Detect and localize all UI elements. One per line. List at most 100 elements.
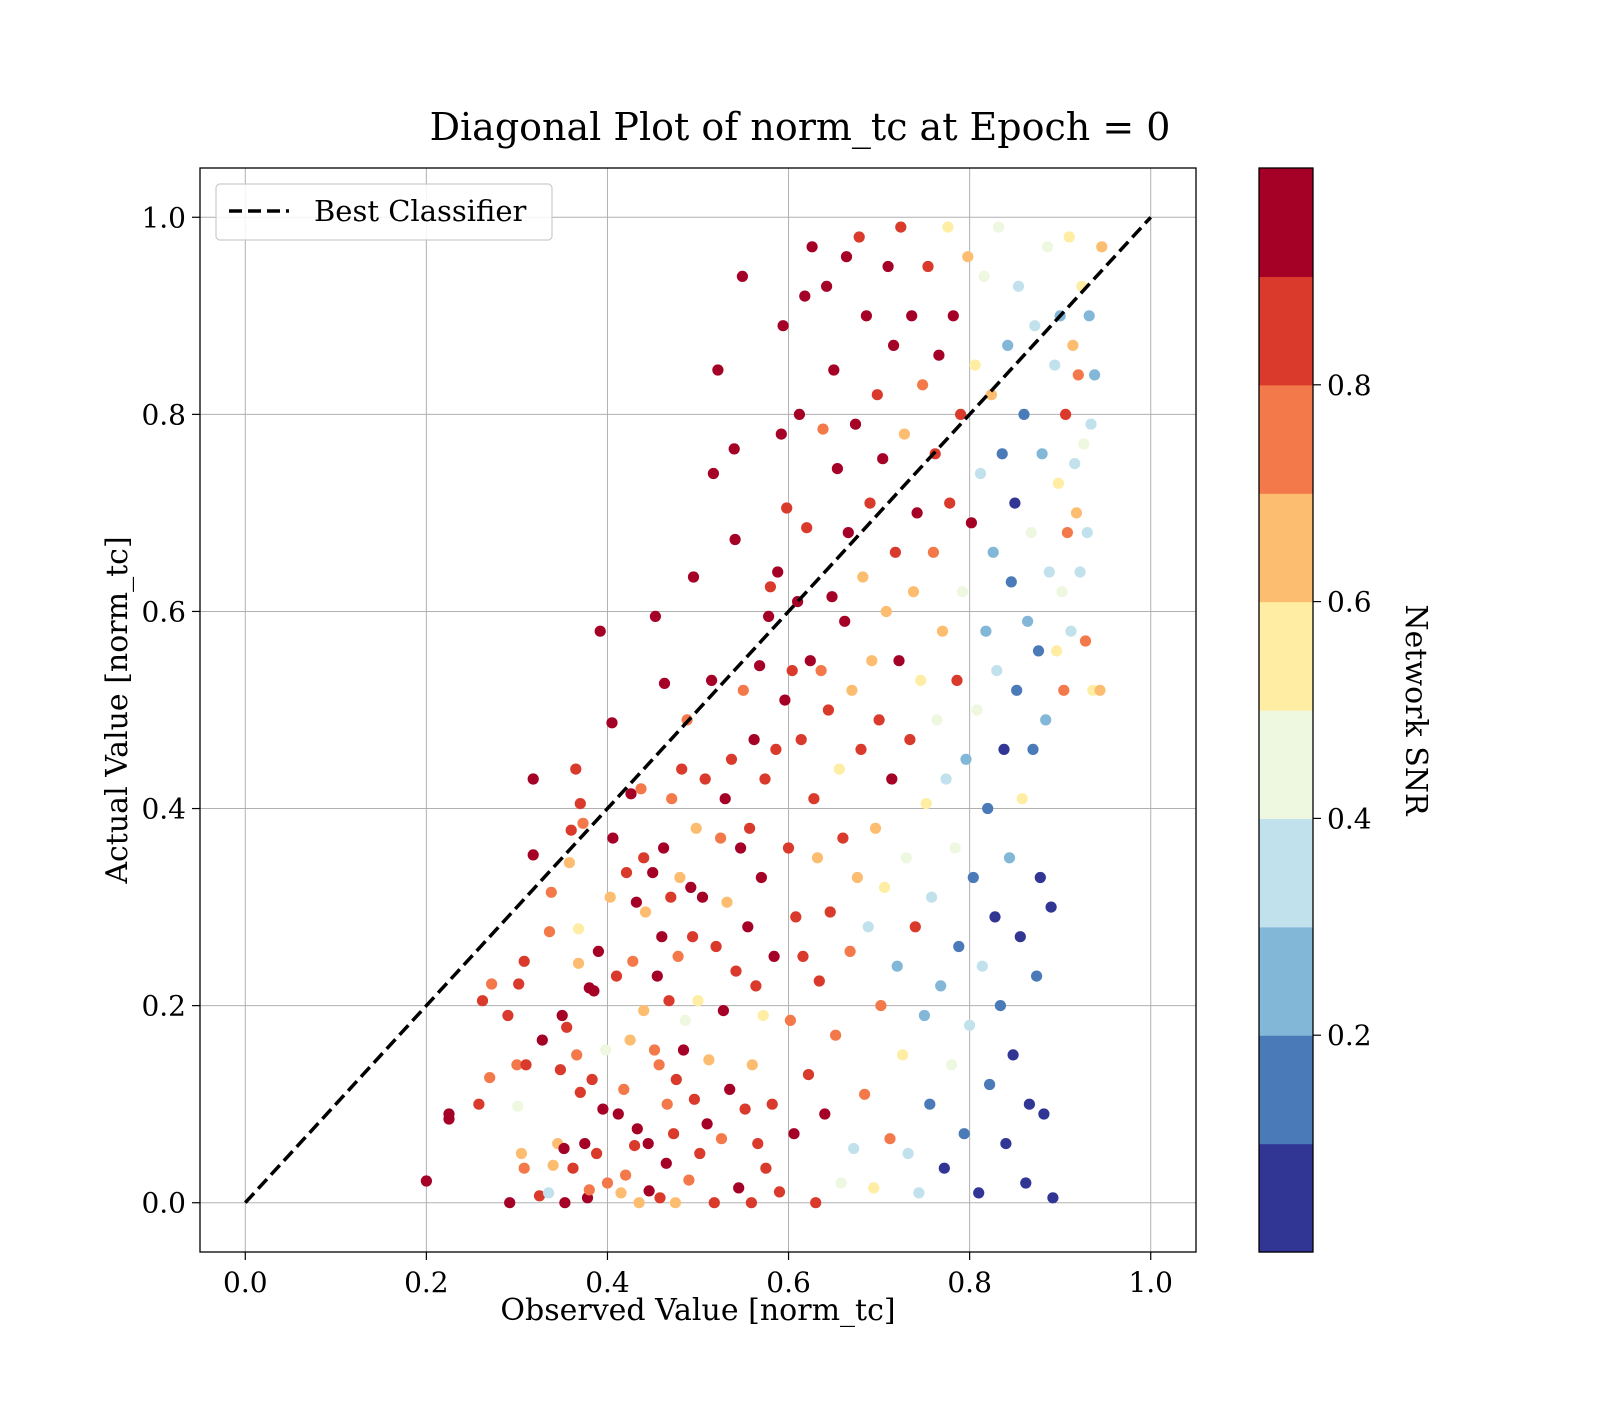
data-point (806, 241, 818, 253)
data-point (851, 871, 864, 884)
data-point (565, 824, 577, 836)
y-tick-label: 0.2 (141, 990, 186, 1023)
data-point (504, 1197, 516, 1209)
data-point (685, 881, 697, 894)
data-point (991, 665, 1003, 677)
data-point (612, 1108, 624, 1120)
reference-layer (243, 216, 1153, 1204)
data-point (556, 1009, 568, 1022)
data-point (1074, 566, 1086, 578)
chart-title: Diagonal Plot of norm_tc at Epoch = 0 (430, 105, 1171, 150)
data-point (518, 955, 530, 967)
data-point (604, 891, 616, 903)
data-point (1034, 871, 1046, 884)
data-point (951, 674, 963, 687)
data-point (1011, 684, 1023, 696)
data-point (559, 1197, 571, 1209)
legend-box (215, 183, 553, 241)
data-point (935, 980, 947, 992)
data-point (690, 822, 702, 834)
data-point (1029, 320, 1041, 332)
data-point (701, 1118, 713, 1130)
data-point (1000, 1138, 1012, 1150)
x-axis-label: Observed Value [norm_tc] (500, 1293, 895, 1328)
data-point (677, 1044, 690, 1056)
data-point (511, 1059, 523, 1071)
data-point (1052, 477, 1064, 489)
data-point (846, 684, 858, 696)
data-point (739, 1103, 751, 1115)
data-point (913, 1187, 925, 1199)
data-point (629, 1140, 641, 1152)
data-point (570, 763, 582, 775)
data-point (728, 443, 740, 455)
data-point (643, 1185, 655, 1197)
data-point (672, 950, 684, 963)
data-point (592, 945, 605, 958)
data-point (893, 655, 905, 667)
data-point (1036, 448, 1048, 460)
data-point (864, 497, 876, 509)
colorbar-segment (1259, 168, 1313, 277)
data-point (817, 423, 829, 435)
data-point (618, 1083, 630, 1095)
data-point (1081, 527, 1093, 539)
data-point (554, 1064, 567, 1076)
data-point (902, 1147, 914, 1160)
data-point (987, 546, 999, 558)
data-point (1070, 507, 1083, 519)
data-point (839, 615, 851, 627)
data-point (721, 896, 733, 908)
data-point (895, 221, 907, 233)
data-point (668, 1128, 680, 1140)
data-point (837, 832, 849, 844)
data-point (808, 793, 820, 805)
data-point (844, 945, 856, 958)
data-point (964, 1019, 976, 1031)
legend: Best Classifier (215, 183, 553, 241)
colorbar-segment (1259, 276, 1313, 386)
data-point (750, 980, 762, 992)
data-point (947, 310, 959, 322)
data-point (878, 881, 891, 894)
data-point (658, 677, 671, 690)
data-point (735, 842, 747, 854)
data-point (804, 655, 816, 667)
data-point (915, 674, 927, 687)
data-point (958, 1128, 970, 1140)
data-point (600, 1044, 612, 1056)
data-point (567, 1162, 579, 1174)
data-point (830, 1029, 842, 1041)
data-point (586, 1073, 598, 1086)
data-point (868, 1182, 880, 1194)
data-point (797, 950, 809, 963)
x-tick-label: 1.0 (1128, 1266, 1173, 1299)
data-point (515, 1147, 528, 1160)
data-point (782, 842, 795, 854)
colorbar-segment (1259, 493, 1313, 603)
data-point (610, 970, 623, 982)
legend-entry-best-classifier: Best Classifier (314, 194, 527, 228)
data-point (788, 1128, 800, 1140)
data-point (918, 1009, 931, 1022)
colorbar-segment (1259, 818, 1313, 928)
data-point (984, 1078, 996, 1091)
data-point (927, 546, 940, 558)
data-point (773, 1186, 786, 1198)
data-point (706, 674, 718, 687)
data-point (889, 546, 902, 558)
colorbar: 0.2 0.4 0.6 0.8 Network SNR (1258, 167, 1433, 1253)
data-point (420, 1175, 432, 1187)
x-tick-label: 0.2 (404, 1266, 449, 1299)
data-point (733, 1182, 745, 1194)
data-point (527, 849, 539, 861)
data-point (989, 911, 1001, 923)
data-point (938, 1162, 950, 1174)
y-tick-label: 0.4 (141, 793, 186, 826)
data-point (625, 788, 637, 800)
data-point (597, 1103, 609, 1115)
data-point (763, 610, 775, 623)
data-point (746, 1059, 758, 1071)
data-point (871, 389, 883, 401)
data-point (795, 734, 807, 746)
